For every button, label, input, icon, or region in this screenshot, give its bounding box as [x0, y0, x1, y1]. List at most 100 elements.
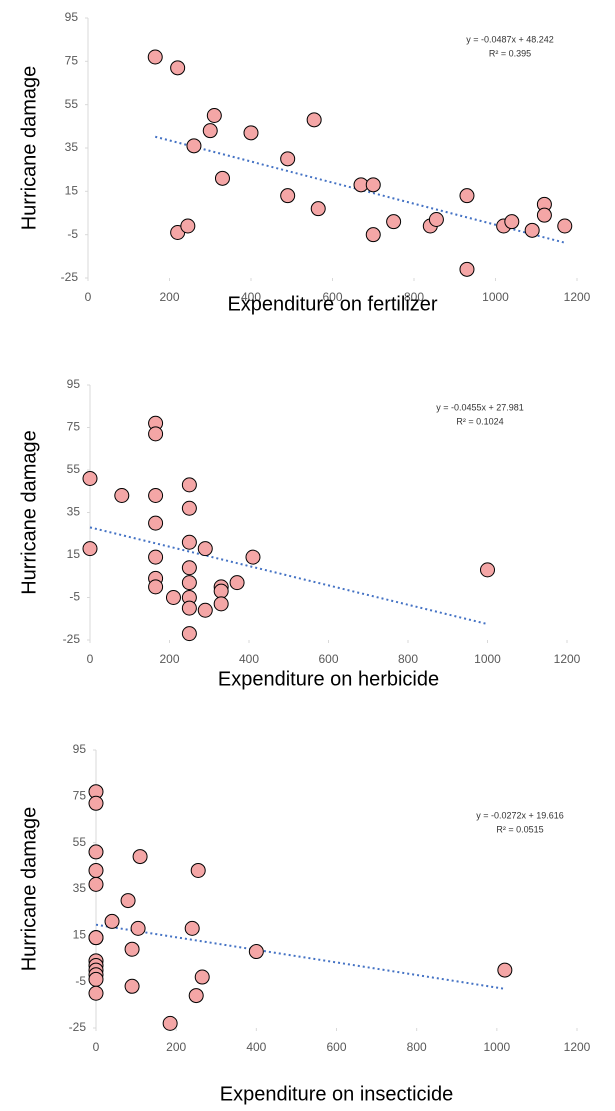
point	[202, 123, 218, 139]
point	[162, 1015, 178, 1031]
point	[504, 214, 520, 230]
y-tick-label: 55	[73, 835, 87, 849]
y-tick-label: 95	[65, 10, 79, 24]
point	[88, 844, 104, 860]
x-tick-label: 800	[404, 290, 424, 304]
point	[148, 515, 164, 531]
point	[114, 488, 130, 503]
point	[459, 261, 475, 277]
y-tick-label: 75	[73, 789, 87, 803]
x-tick-label: 1200	[554, 652, 581, 666]
annotation: R² = 0.395	[489, 48, 531, 58]
x-tick-label: 200	[159, 652, 179, 666]
point	[190, 862, 206, 878]
point	[82, 471, 98, 486]
point	[88, 876, 104, 892]
point	[148, 488, 164, 503]
x-tick-label: 1200	[564, 1040, 591, 1054]
point	[280, 151, 296, 167]
point	[194, 969, 210, 985]
point	[170, 60, 186, 76]
y-tick-label: 55	[67, 462, 81, 476]
trendline	[95, 923, 506, 990]
point	[497, 962, 513, 978]
point	[243, 125, 259, 141]
x-tick-label: 1000	[483, 1040, 510, 1054]
y-tick-label: -5	[69, 590, 80, 604]
point	[306, 112, 322, 128]
point	[181, 600, 197, 616]
point	[88, 862, 104, 878]
y-axis-title: Hurricane damage	[18, 430, 40, 595]
x-tick-label: 400	[239, 652, 259, 666]
annotation: R² = 0.1024	[456, 416, 503, 426]
point	[280, 188, 296, 204]
point	[130, 920, 146, 936]
x-tick-label: 600	[326, 1040, 346, 1054]
point	[248, 944, 264, 960]
point	[147, 49, 163, 65]
point	[524, 222, 540, 238]
point	[181, 500, 197, 516]
point	[181, 560, 197, 576]
point	[206, 108, 222, 123]
point	[245, 549, 261, 565]
x-tick-label: 1000	[474, 652, 501, 666]
trendline	[89, 526, 488, 626]
point	[197, 541, 213, 557]
point	[310, 201, 326, 217]
x-axis-title: Expenditure on herbicide	[218, 668, 439, 690]
y-tick-label: 75	[67, 420, 81, 434]
y-tick-label: 35	[65, 140, 79, 154]
point	[214, 170, 230, 186]
point	[124, 941, 140, 957]
point	[536, 207, 552, 223]
point	[181, 626, 197, 642]
point	[213, 596, 229, 612]
x-tick-label: 0	[87, 652, 94, 666]
point	[88, 795, 104, 811]
point	[120, 893, 136, 909]
x-tick-label: 1200	[564, 290, 591, 304]
point	[188, 988, 204, 1004]
point	[428, 212, 444, 227]
x-tick-label: 600	[318, 652, 338, 666]
point	[148, 426, 164, 442]
y-tick-label: -25	[63, 632, 81, 646]
point	[186, 138, 202, 154]
point	[88, 985, 104, 1001]
y-tick-label: -25	[61, 270, 79, 284]
y-tick-label: 95	[67, 377, 81, 391]
point	[181, 477, 197, 493]
x-tick-label: 800	[398, 652, 418, 666]
x-tick-label: 0	[93, 1040, 100, 1054]
point	[197, 602, 213, 618]
point	[180, 218, 196, 234]
annotation: R² = 0.0515	[496, 824, 543, 834]
x-tick-label: 1000	[482, 290, 509, 304]
y-axis-title: Hurricane damage	[18, 807, 40, 972]
point	[365, 177, 381, 193]
point	[181, 575, 197, 591]
y-tick-label: 15	[67, 547, 81, 561]
point	[365, 227, 381, 243]
point	[124, 978, 140, 994]
point	[181, 534, 197, 550]
y-tick-label: -5	[67, 227, 78, 241]
annotation: y = -0.0455x + 27.981	[436, 402, 524, 412]
point	[386, 214, 402, 230]
x-tick-label: 800	[407, 1040, 427, 1054]
annotation: y = -0.0487x + 48.242	[466, 34, 554, 44]
y-tick-label: 15	[73, 928, 87, 942]
point	[557, 218, 573, 234]
point	[88, 971, 104, 987]
x-tick-label: 200	[159, 290, 179, 304]
y-tick-label: -5	[75, 974, 86, 988]
y-tick-label: 35	[67, 505, 81, 519]
x-tick-label: 400	[241, 290, 261, 304]
y-tick-label: 15	[65, 184, 79, 198]
point	[132, 849, 148, 865]
x-tick-label: 200	[166, 1040, 186, 1054]
y-tick-label: 75	[65, 54, 79, 68]
x-tick-label: 600	[322, 290, 342, 304]
